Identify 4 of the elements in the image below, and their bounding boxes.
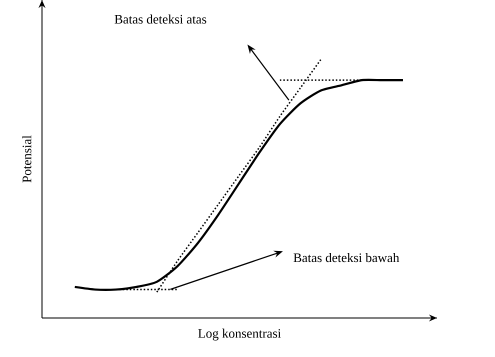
x-axis-title: Log konsentrasi <box>198 328 281 340</box>
annotation: Batas deteksi bawah <box>294 253 400 262</box>
text: Batas deteksi atas <box>114 14 206 24</box>
y-axis-title: Potensial <box>22 135 32 182</box>
